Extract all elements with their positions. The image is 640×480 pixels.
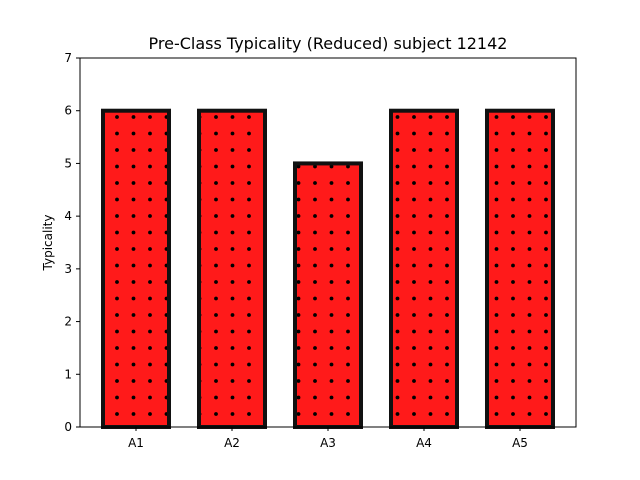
y-tick-label: 3 bbox=[64, 262, 72, 276]
bar-hatch-a3 bbox=[295, 163, 361, 427]
y-tick-label: 2 bbox=[64, 315, 72, 329]
y-tick-label: 5 bbox=[64, 156, 72, 170]
bar-hatch-a4 bbox=[391, 111, 457, 427]
x-tick-label: A4 bbox=[416, 436, 432, 450]
y-tick-label: 7 bbox=[64, 51, 72, 65]
y-axis: 0 1 2 3 4 5 6 7 bbox=[64, 51, 80, 434]
y-tick-label: 6 bbox=[64, 104, 72, 118]
y-tick-label: 1 bbox=[64, 367, 72, 381]
x-tick-label: A5 bbox=[512, 436, 528, 450]
x-tick-label: A2 bbox=[224, 436, 240, 450]
x-tick-label: A1 bbox=[128, 436, 144, 450]
y-axis-label: Typicality bbox=[41, 215, 55, 272]
bar-hatch-a5 bbox=[487, 111, 553, 427]
x-axis: A1 A2 A3 A4 A5 bbox=[128, 427, 528, 450]
x-tick-label: A3 bbox=[320, 436, 336, 450]
chart-title: Pre-Class Typicality (Reduced) subject 1… bbox=[149, 34, 508, 53]
bar-hatch-a1 bbox=[103, 111, 169, 427]
bar-hatch-a2 bbox=[199, 111, 265, 427]
bars-group bbox=[103, 111, 553, 427]
y-tick-label: 0 bbox=[64, 420, 72, 434]
y-tick-label: 4 bbox=[64, 209, 72, 223]
